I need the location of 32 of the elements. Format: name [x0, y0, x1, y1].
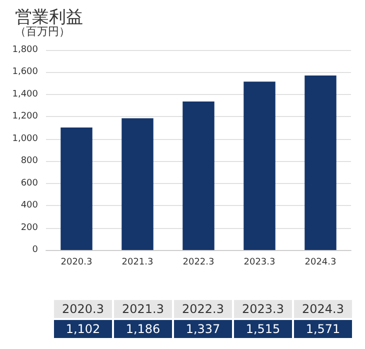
bar	[244, 82, 276, 250]
x-tick-label: 2024.3	[304, 258, 336, 268]
x-tick-label: 2022.3	[182, 258, 214, 268]
y-tick-label: 600	[20, 178, 38, 188]
data-label: 1,515	[234, 320, 292, 338]
category-label: 2021.3	[122, 302, 164, 316]
chart-subtitle: （百万円）	[15, 25, 70, 38]
y-tick-label: 200	[20, 222, 38, 233]
chart-title: 営業利益	[15, 8, 83, 28]
x-tick-label: 2021.3	[122, 258, 154, 268]
y-tick-label: 1,200	[12, 112, 38, 122]
y-tick-label: 400	[20, 200, 38, 211]
bar	[304, 75, 336, 250]
category-label: 2020.3	[62, 302, 104, 316]
data-label: 1,337	[174, 320, 232, 338]
y-tick-label: 1,400	[12, 89, 38, 100]
data-label: 1,102	[54, 320, 112, 338]
bar	[122, 118, 154, 250]
y-tick-label: 1,600	[12, 67, 38, 78]
y-tick-label: 1,000	[12, 134, 38, 144]
data-label: 1,186	[114, 320, 172, 338]
category-label: 2022.3	[182, 302, 224, 316]
y-tick-label: 800	[20, 156, 38, 166]
bar	[60, 128, 92, 250]
y-tick-label: 0	[32, 245, 38, 255]
y-tick-label: 1,800	[12, 45, 38, 55]
category-label: 2023.3	[242, 302, 284, 316]
data-label: 1,571	[294, 320, 352, 338]
category-label: 2024.3	[302, 302, 344, 316]
x-tick-label: 2023.3	[244, 258, 276, 268]
bar	[182, 101, 214, 250]
x-tick-label: 2020.3	[60, 258, 92, 268]
